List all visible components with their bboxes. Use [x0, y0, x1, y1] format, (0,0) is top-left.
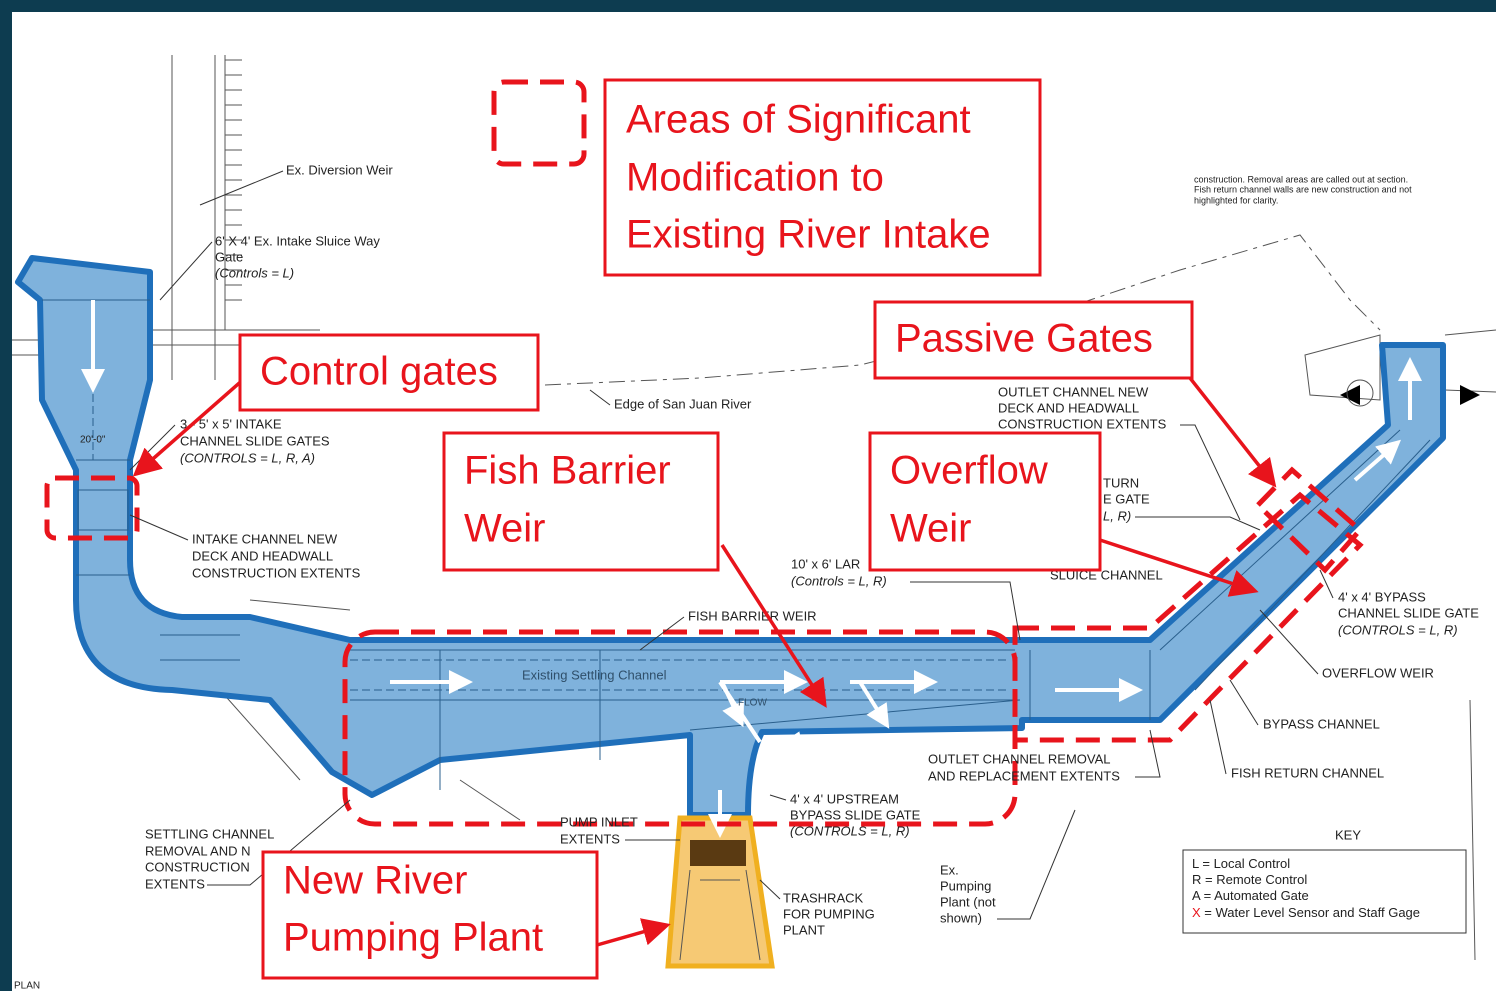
- label: CONSTRUCTION: [145, 859, 250, 874]
- callout-box: [868, 431, 1102, 572]
- label: CONSTRUCTION EXTENTS: [192, 565, 361, 580]
- label: PUMP INLET: [560, 814, 638, 829]
- label: shown): [940, 910, 982, 925]
- callout-text: Modification to: [626, 156, 884, 200]
- label: 4' x 4' UPSTREAM: [790, 791, 899, 806]
- label: 6' X 4' Ex. Intake Sluice Way: [215, 233, 380, 248]
- label: Ex. Diversion Weir: [286, 162, 393, 177]
- callout-box: [261, 850, 599, 980]
- callout-text: Pumping Plant: [283, 916, 543, 960]
- label: (Controls = L): [215, 265, 294, 280]
- trashrack: [690, 840, 746, 866]
- label: (CONTROLS = L, R): [790, 823, 910, 838]
- callout-text: Overflow: [890, 449, 1048, 493]
- key: KEY L = Local Control R = Remote Control…: [1182, 827, 1467, 934]
- label: 4' x 4' BYPASS: [1338, 589, 1426, 604]
- note: highlighted for clarity.: [1194, 195, 1278, 205]
- label: DECK AND HEADWALL: [998, 400, 1139, 415]
- label: BYPASS SLIDE GATE: [790, 807, 921, 822]
- label: INTAKE CHANNEL NEW: [192, 531, 338, 546]
- callout-box: [603, 78, 1042, 277]
- callout-text: New River: [283, 859, 467, 903]
- callout-text: Weir: [890, 507, 971, 551]
- label: FISH RETURN CHANNEL: [1231, 765, 1384, 780]
- key-entry: A = Automated Gate: [1192, 888, 1309, 903]
- modification-zones: [44, 79, 1364, 827]
- label: CHANNEL SLIDE GATES: [180, 433, 330, 448]
- callout-box: [238, 333, 540, 412]
- label: TURN: [1103, 475, 1139, 490]
- label: (CONTROLS = L, R): [1338, 622, 1458, 637]
- pump-linework: [679, 869, 761, 961]
- callout-box: [442, 431, 720, 572]
- note: Fish return channel walls are new constr…: [1194, 184, 1412, 194]
- label: FOR PUMPING: [783, 906, 875, 921]
- label: L, R): [1103, 508, 1131, 523]
- label: OVERFLOW WEIR: [1322, 665, 1434, 680]
- label: (CONTROLS = L, R, A): [180, 450, 315, 465]
- label: EXTENTS: [145, 876, 205, 891]
- note: construction. Removal areas are called o…: [1194, 174, 1408, 184]
- key-entry: X = Water Level Sensor and Staff Gage: [1192, 905, 1420, 920]
- label: Pumping: [940, 878, 991, 893]
- callout-text: Existing River Intake: [626, 213, 991, 257]
- label: Ex.: [940, 862, 959, 877]
- label: AND REPLACEMENT EXTENTS: [928, 768, 1120, 783]
- callout-box: [873, 300, 1194, 380]
- label: E GATE: [1103, 491, 1150, 506]
- callout-arrows: [132, 376, 1277, 947]
- callouts: Areas of Significant Modification to Exi…: [238, 78, 1194, 980]
- label: BYPASS CHANNEL: [1263, 716, 1380, 731]
- label: PLANT: [783, 922, 825, 937]
- dimension: 20'-0": [80, 435, 106, 446]
- callout-text: Passive Gates: [895, 317, 1153, 361]
- callout-text: Control gates: [260, 350, 498, 394]
- label: OUTLET CHANNEL NEW: [998, 384, 1149, 399]
- label: CONSTRUCTION EXTENTS: [998, 416, 1167, 431]
- label: Edge of San Juan River: [614, 396, 752, 411]
- label: TRASHRACK: [783, 890, 864, 905]
- channel-structure: [15, 255, 1446, 818]
- key-title: KEY: [1335, 827, 1361, 842]
- label: FISH BARRIER WEIR: [688, 608, 817, 623]
- label: DECK AND HEADWALL: [192, 548, 333, 563]
- label: Existing Settling Channel: [522, 667, 667, 682]
- label: Gate: [215, 249, 243, 264]
- sheet-label: PLAN: [14, 981, 40, 991]
- key-entry: R = Remote Control: [1192, 872, 1307, 887]
- label: 10' x 6' LAR: [791, 556, 860, 571]
- label: SETTLING CHANNEL: [145, 826, 274, 841]
- label: 3 - 5' x 5' INTAKE: [180, 416, 282, 431]
- leader-lines: [129, 170, 1334, 920]
- label: REMOVAL AND N: [145, 843, 250, 858]
- callout-text: Fish Barrier: [464, 449, 671, 493]
- key-entry: L = Local Control: [1192, 856, 1290, 871]
- label: EXTENTS: [560, 831, 620, 846]
- label: FLOW: [738, 698, 767, 709]
- callout-text: Areas of Significant: [626, 98, 971, 142]
- key-box: [1182, 849, 1467, 934]
- label: CHANNEL SLIDE GATE: [1338, 605, 1479, 620]
- label: OUTLET CHANNEL REMOVAL: [928, 751, 1111, 766]
- label: (Controls = L, R): [791, 573, 887, 588]
- callout-text: Weir: [464, 507, 545, 551]
- label: Plant (not: [940, 894, 996, 909]
- flow-arrows: [81, 300, 1422, 838]
